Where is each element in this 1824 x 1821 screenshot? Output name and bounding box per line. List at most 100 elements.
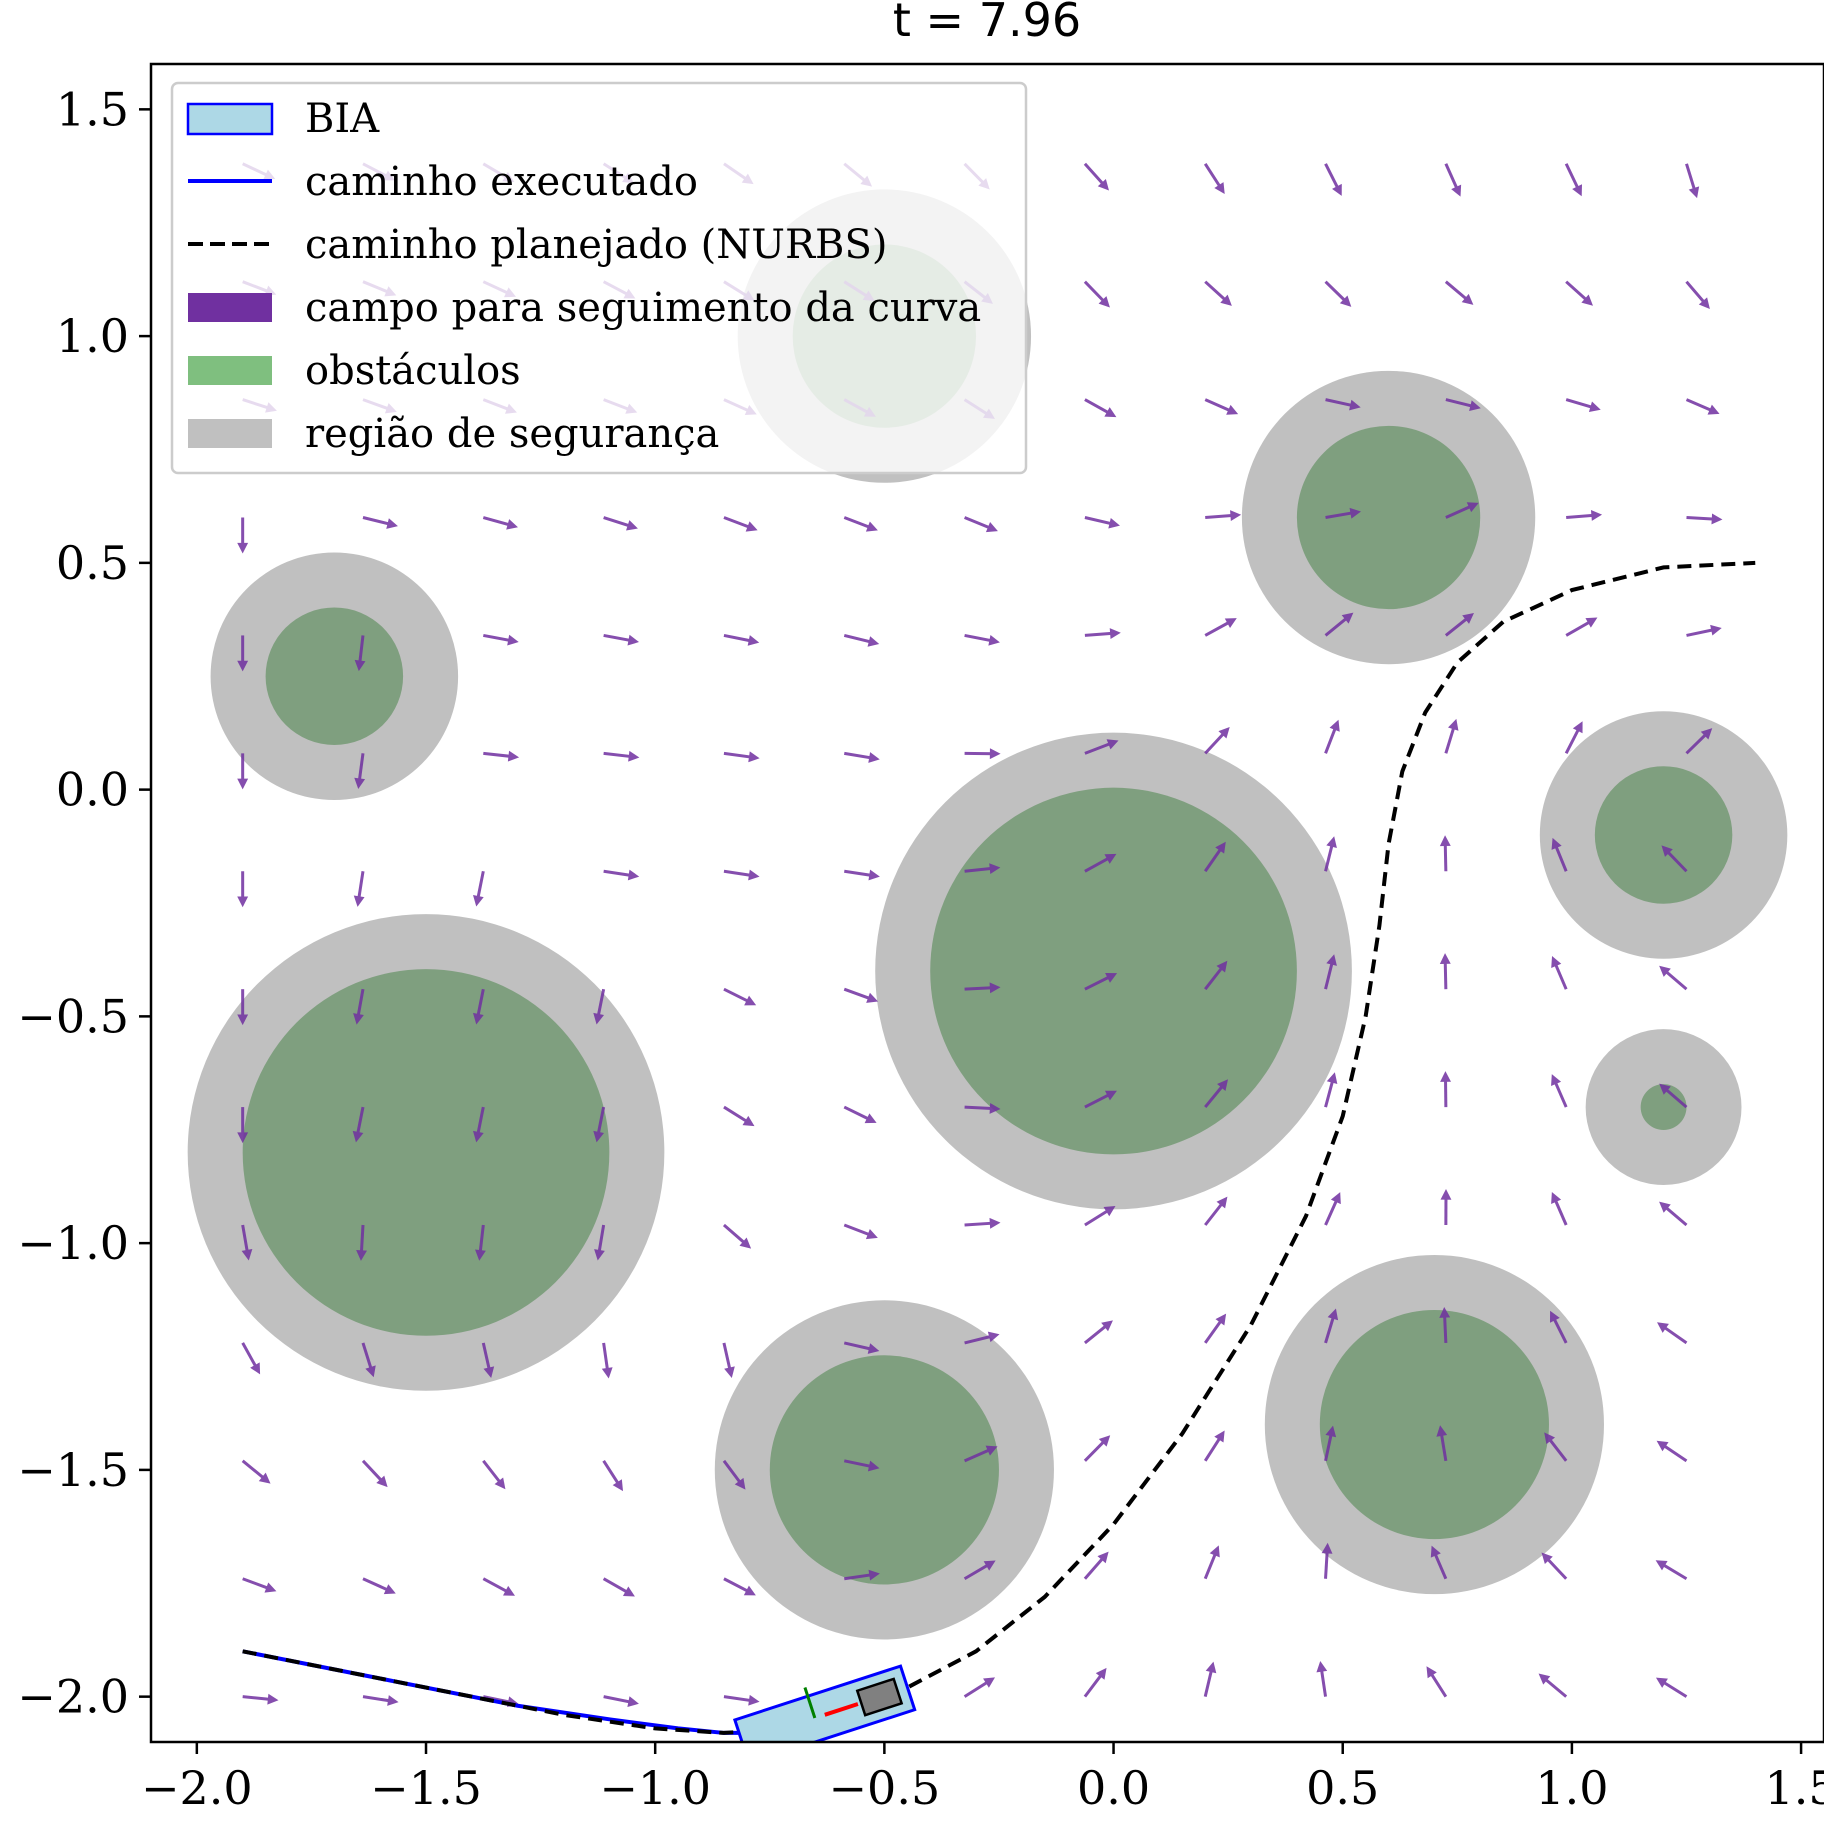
field-arrow-181	[1685, 163, 1700, 199]
y-tick-label-7: −2.0	[17, 1670, 129, 1724]
field-arrow-165	[1565, 398, 1601, 412]
field-arrow-109	[1084, 398, 1117, 418]
field-arrow-91	[964, 863, 1001, 875]
y-tick-label-3: 0.0	[56, 763, 129, 817]
field-arrow-77	[844, 869, 880, 881]
legend-label-field: campo para seguimento da curva	[305, 285, 981, 331]
field-arrow-20	[353, 988, 365, 1025]
field-arrow-16	[361, 1459, 388, 1488]
legend-swatch-field	[188, 293, 272, 322]
field-arrow-140	[1426, 1666, 1448, 1698]
field-arrow-60	[722, 1223, 752, 1249]
field-arrow-9	[237, 635, 249, 672]
field-arrow-118	[1204, 960, 1228, 991]
obstacle-5	[1296, 425, 1481, 610]
y-tick-label-1: 1.0	[56, 309, 129, 363]
field-arrow-90	[964, 982, 1001, 994]
field-arrow-179	[1685, 398, 1720, 415]
robot-bia	[732, 1664, 917, 1742]
plot-area	[187, 162, 1788, 1742]
field-arrow-177	[1686, 624, 1722, 637]
y-tick-label-4: −0.5	[17, 989, 129, 1043]
field-arrow-18	[356, 1224, 367, 1261]
field-arrow-5	[237, 1107, 249, 1144]
field-arrow-4	[241, 1224, 253, 1261]
field-arrow-14	[362, 1695, 399, 1706]
field-arrow-33	[473, 1106, 485, 1143]
field-arrow-31	[481, 1342, 495, 1379]
field-arrow-145	[1440, 1071, 1452, 1108]
field-arrow-87	[964, 1331, 1000, 1345]
field-arrow-64	[723, 751, 760, 763]
x-tick-label-5: 0.5	[1306, 1761, 1379, 1815]
field-arrow-52	[603, 516, 638, 531]
field-arrow-1	[242, 1577, 277, 1593]
field-arrow-106	[1084, 739, 1119, 755]
field-arrow-132	[1324, 954, 1337, 990]
field-arrow-151	[1445, 398, 1481, 411]
field-arrow-162	[1564, 721, 1583, 755]
field-arrow-66	[723, 516, 758, 532]
legend-swatch-obstacles	[188, 356, 272, 385]
field-arrow-101	[1083, 1320, 1113, 1345]
legend-frame	[170, 81, 1028, 475]
field-arrow-124	[1204, 280, 1232, 306]
executed-path	[242, 1649, 816, 1735]
field-arrow-92	[964, 748, 1001, 760]
field-arrow-49	[603, 869, 640, 881]
field-arrow-85	[963, 1560, 996, 1581]
field-arrow-144	[1440, 1188, 1452, 1226]
field-arrow-15	[362, 1577, 396, 1595]
obstacle-3	[769, 1355, 999, 1585]
field-arrow-105	[1084, 853, 1117, 873]
y-axis: 1.5 1.0 0.5 0.0 −0.5 −1.0 −1.5 −2.0	[17, 82, 151, 1724]
field-arrow-59	[722, 1342, 735, 1379]
field-arrow-149	[1444, 612, 1474, 637]
field-arrow-178	[1686, 513, 1723, 525]
field-arrow-63	[723, 869, 760, 881]
field-arrow-84	[963, 1677, 996, 1698]
field-arrow-21	[353, 871, 365, 907]
x-tick-label-6: 1.0	[1535, 1761, 1608, 1815]
y-tick-label-6: −1.5	[17, 1443, 129, 1497]
field-arrow-114	[1203, 1430, 1225, 1462]
field-arrow-168	[1655, 1677, 1688, 1698]
field-arrow-147	[1439, 835, 1451, 872]
field-arrow-131	[1324, 1072, 1338, 1108]
bia-x-axis	[824, 1702, 859, 1717]
y-tick-label-2: 0.5	[56, 536, 129, 590]
field-arrow-164	[1566, 510, 1603, 521]
legend-swatch-bia	[186, 102, 274, 136]
field-arrow-62	[723, 987, 757, 1006]
field-arrow-172	[1659, 1201, 1688, 1227]
field-arrow-128	[1324, 1425, 1337, 1462]
field-arrow-36	[483, 750, 520, 762]
field-arrow-138	[1324, 280, 1352, 307]
field-arrow-72	[843, 1459, 880, 1472]
field-arrow-159	[1551, 1074, 1568, 1108]
plot-frame	[149, 62, 1824, 1744]
field-arrow-169	[1655, 1560, 1688, 1581]
field-arrow-154	[1538, 1673, 1568, 1698]
field-arrow-107	[1084, 628, 1121, 639]
field-arrow-73	[843, 1341, 880, 1354]
field-arrow-34	[473, 988, 485, 1025]
field-arrow-7	[237, 871, 249, 908]
field-arrow-173	[1659, 1083, 1688, 1109]
field-arrow-115	[1203, 1313, 1227, 1344]
field-arrow-99	[1083, 1551, 1109, 1580]
field-arrow-38	[482, 516, 518, 530]
field-arrow-153	[1444, 163, 1462, 197]
field-arrow-45	[601, 1342, 613, 1379]
field-arrow-78	[844, 751, 880, 763]
field-arrow-133	[1324, 836, 1337, 872]
bia-robot	[732, 1664, 917, 1742]
field-arrow-135	[1324, 612, 1354, 637]
field-arrow-148	[1444, 718, 1459, 754]
field-arrow-112	[1203, 1661, 1217, 1697]
field-arrow-17	[361, 1342, 376, 1378]
field-arrow-171	[1657, 1322, 1688, 1345]
field-arrow-37	[483, 633, 519, 646]
field-arrow-111	[1083, 162, 1109, 191]
field-arrow-56	[723, 1694, 760, 1706]
